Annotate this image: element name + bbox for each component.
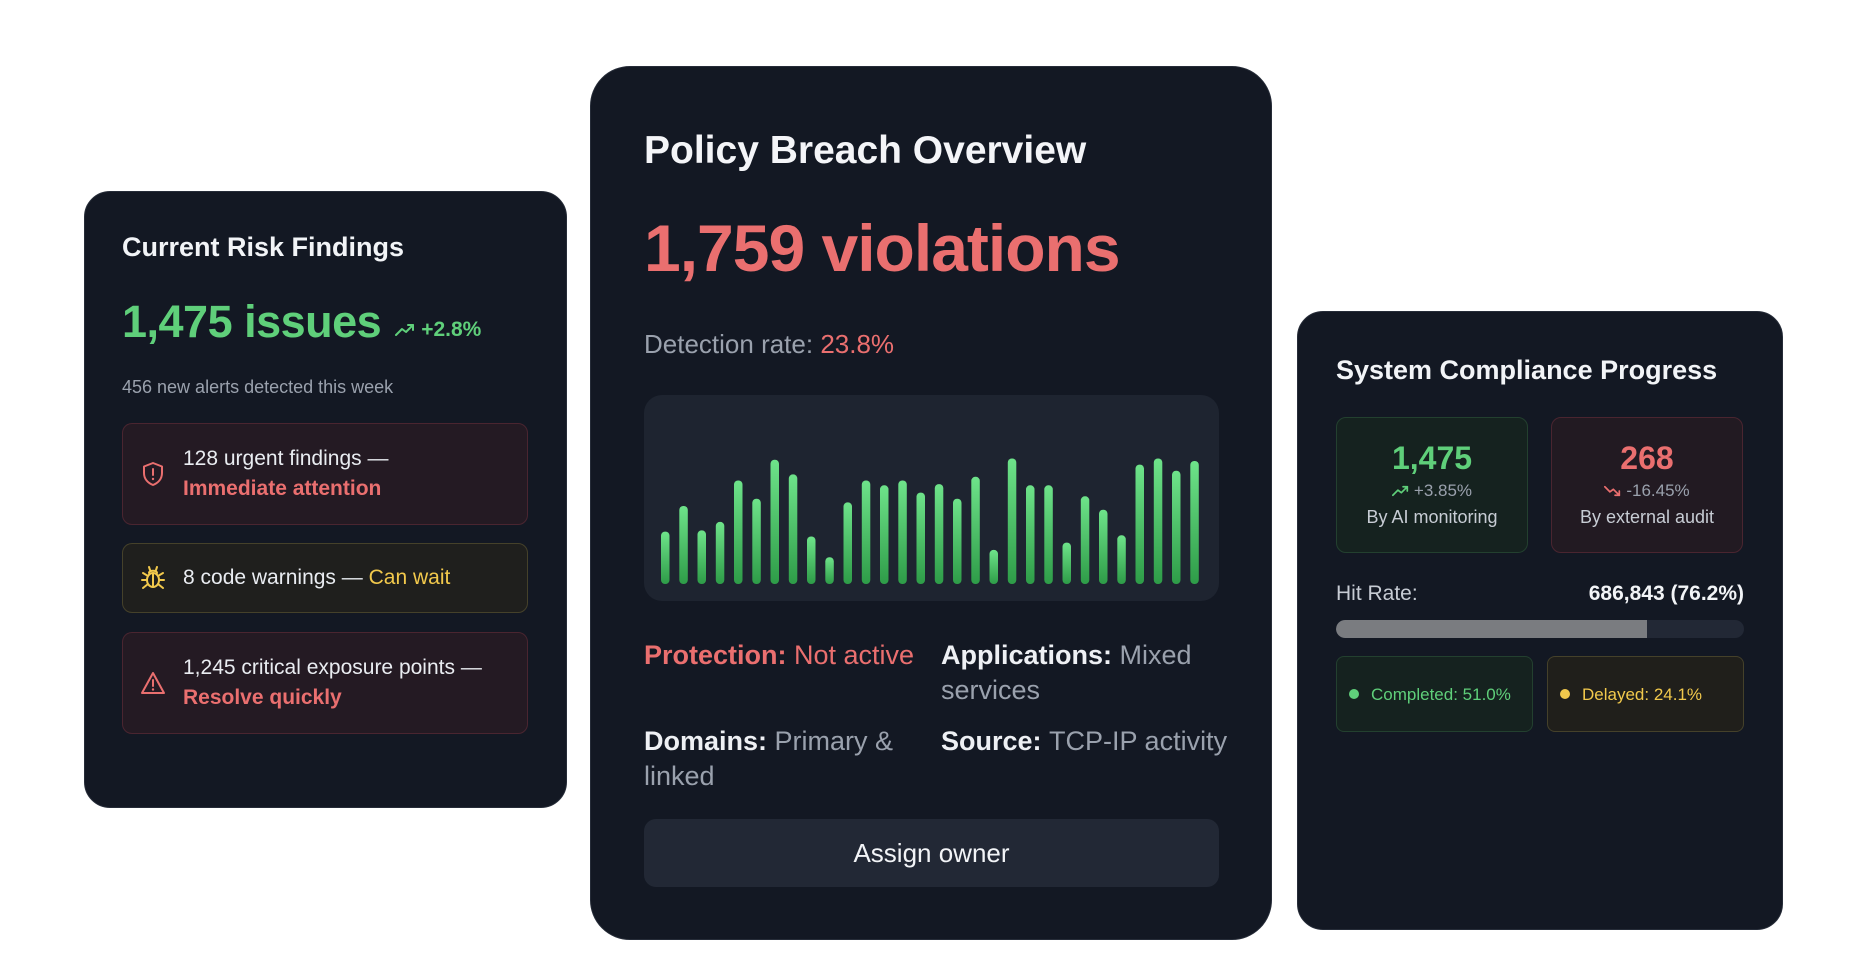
applications-value: Mixed services: [941, 640, 1192, 705]
chart-bar: [1172, 470, 1181, 584]
exposure-points-label: 1,245 critical exposure points —: [183, 656, 482, 679]
external-audit-label: By external audit: [1579, 507, 1715, 527]
ai-monitoring-label: By AI monitoring: [1366, 507, 1498, 527]
exposure-points-status: Resolve quickly: [183, 686, 342, 709]
trend-up-icon: [395, 324, 415, 336]
external-audit-value: 268: [1620, 440, 1674, 476]
violations-count: 1,759 violations: [644, 211, 1121, 285]
code-warnings-status: Can wait: [368, 566, 451, 589]
chart-bar: [880, 485, 889, 584]
protection-key: Protection:: [644, 640, 795, 670]
external-audit-change: -16.45%: [1552, 481, 1742, 501]
issues-count: 1,475 issues: [122, 296, 382, 347]
chart-bar: [1099, 509, 1108, 584]
urgent-findings-text: 128 urgent findings — Immediate attentio…: [183, 444, 388, 504]
bug-icon: [123, 565, 183, 591]
detection-rate-label: Detection rate:: [644, 329, 821, 359]
chart-bar: [770, 459, 779, 584]
detection-rate: Detection rate: 23.8%: [644, 329, 894, 360]
hit-rate-progress-bar: [1336, 620, 1744, 638]
chart-bar: [697, 530, 706, 584]
code-warnings-item[interactable]: 8 code warnings — Can wait: [122, 543, 528, 613]
warning-triangle-icon: [123, 671, 183, 695]
policy-card-title: Policy Breach Overview: [644, 129, 1087, 172]
trend-up-icon: [1391, 485, 1409, 497]
chart-bar: [734, 480, 743, 584]
applications-key: Applications:: [941, 640, 1120, 670]
source-value: TCP-IP activity: [1049, 726, 1228, 756]
chart-bar: [807, 536, 816, 584]
urgent-findings-item[interactable]: 128 urgent findings — Immediate attentio…: [122, 423, 528, 525]
chart-bar: [861, 480, 871, 584]
chart-bar: [971, 476, 980, 584]
chart-bar: [715, 521, 725, 584]
delayed-status[interactable]: Delayed: 24.1%: [1547, 656, 1744, 732]
chart-bar: [989, 549, 998, 584]
issues-summary: 1,475 issues +2.8%: [122, 296, 481, 348]
compliance-card-title: System Compliance Progress: [1336, 355, 1718, 385]
exposure-points-text: 1,245 critical exposure points — Resolve…: [183, 653, 527, 713]
alerts-subtitle: 456 new alerts detected this week: [122, 377, 394, 397]
ai-monitoring-value: 1,475: [1391, 440, 1473, 476]
source-key: Source:: [941, 726, 1050, 756]
applications-info: Applications: Mixed services: [941, 638, 1231, 708]
external-audit-stat[interactable]: 268 -16.45% By external audit: [1551, 417, 1743, 553]
chart-bar: [1044, 485, 1053, 584]
chart-bar: [843, 502, 852, 584]
source-info: Source: TCP-IP activity: [941, 724, 1231, 759]
protection-status: Protection: Not active: [644, 638, 934, 673]
completed-status[interactable]: Completed: 51.0%: [1336, 656, 1533, 732]
detection-rate-value: 23.8%: [820, 329, 895, 359]
urgent-findings-label: 128 urgent findings —: [183, 447, 389, 470]
hit-rate-progress-fill: [1336, 620, 1647, 638]
trend-down-icon: [1604, 485, 1621, 497]
chart-bar: [825, 557, 834, 584]
domains-info: Domains: Primary & linked: [644, 724, 934, 794]
delayed-dot-icon: [1560, 689, 1570, 699]
chart-bar: [679, 506, 688, 584]
domains-key: Domains:: [644, 726, 775, 756]
protection-value: Not active: [794, 640, 915, 670]
chart-bar: [1007, 458, 1017, 584]
chart-bar: [1062, 542, 1071, 584]
delayed-label: Delayed: 24.1%: [1582, 684, 1703, 704]
chart-bar: [916, 492, 925, 584]
code-warnings-text: 8 code warnings — Can wait: [183, 563, 450, 593]
chart-bar: [1153, 458, 1163, 584]
compliance-progress-card: System Compliance Progress 1,475 +3.85% …: [1297, 311, 1783, 930]
urgent-findings-status: Immediate attention: [183, 477, 382, 500]
chart-bar: [898, 480, 907, 584]
ai-monitoring-stat[interactable]: 1,475 +3.85% By AI monitoring: [1336, 417, 1528, 553]
chart-bar: [934, 484, 944, 584]
chart-bar: [661, 531, 670, 584]
assign-owner-button[interactable]: Assign owner: [644, 819, 1219, 887]
violations-bar-chart: [644, 395, 1219, 601]
bar-chart-svg: [661, 458, 1199, 584]
chart-bar: [1135, 464, 1144, 584]
domains-value: Primary & linked: [644, 726, 894, 791]
code-warnings-label: 8 code warnings —: [183, 566, 369, 589]
ai-monitoring-change: +3.85%: [1337, 481, 1527, 501]
chart-bar: [1190, 461, 1199, 584]
ai-monitoring-change-value: +3.85%: [1413, 481, 1473, 500]
policy-breach-card: Policy Breach Overview 1,759 violations …: [590, 66, 1272, 940]
risk-findings-card: Current Risk Findings 1,475 issues +2.8%…: [84, 191, 567, 808]
chart-bar: [1080, 496, 1090, 584]
chart-bar: [1026, 485, 1035, 584]
chart-bar: [1117, 535, 1126, 584]
completed-dot-icon: [1349, 689, 1359, 699]
issues-delta-value: +2.8%: [421, 318, 482, 341]
chart-bar: [953, 498, 962, 584]
issues-delta: +2.8%: [395, 318, 481, 342]
completed-label: Completed: 51.0%: [1371, 684, 1511, 704]
chart-bar: [752, 498, 761, 584]
external-audit-change-value: -16.45%: [1626, 481, 1690, 500]
hit-rate-label: Hit Rate:: [1336, 582, 1418, 605]
risk-card-title: Current Risk Findings: [122, 232, 405, 262]
chart-bar: [788, 474, 798, 584]
hit-rate-value: 686,843 (76.2%): [1588, 582, 1744, 605]
shield-alert-icon: [123, 461, 183, 487]
exposure-points-item[interactable]: 1,245 critical exposure points — Resolve…: [122, 632, 528, 734]
